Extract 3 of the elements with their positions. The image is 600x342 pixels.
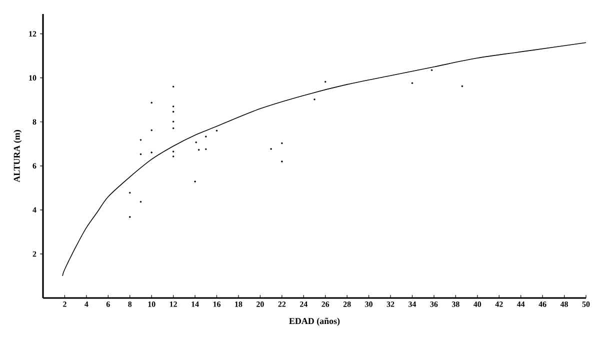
line-series	[62, 42, 586, 276]
y-axis-title: ALTURA (m)	[14, 130, 22, 182]
x-axis-title: EDAD (años)	[289, 318, 340, 326]
